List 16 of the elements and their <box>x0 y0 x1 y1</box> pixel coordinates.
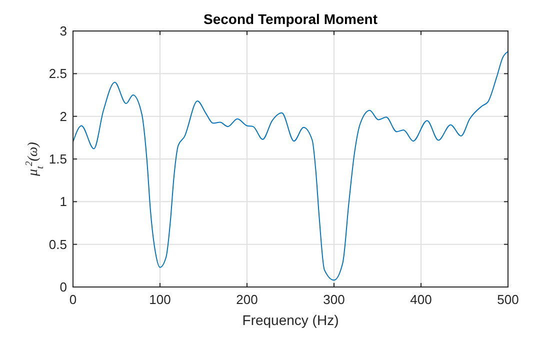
line-series <box>72 50 508 281</box>
chart-title: Second Temporal Moment <box>204 11 378 27</box>
y-tick-label: 2 <box>60 108 67 124</box>
y-tick-label: 1.5 <box>48 152 67 166</box>
y-tick-label: 2.5 <box>48 66 67 82</box>
x-tick-label: 300 <box>323 292 345 307</box>
y-tick-label: 0.5 <box>48 236 67 252</box>
x-tick-label: 100 <box>149 292 171 307</box>
x-axis-title: Frequency (Hz) <box>242 312 339 328</box>
y-tick-label: 1 <box>60 194 67 210</box>
y-tick-label: 0 <box>60 280 67 294</box>
x-tick-label: 0 <box>69 292 77 307</box>
x-tick-label: 200 <box>236 292 258 307</box>
x-tick-label: 400 <box>410 292 432 307</box>
x-tick-label: 500 <box>497 292 519 307</box>
y-tick-label: 3 <box>60 24 67 38</box>
